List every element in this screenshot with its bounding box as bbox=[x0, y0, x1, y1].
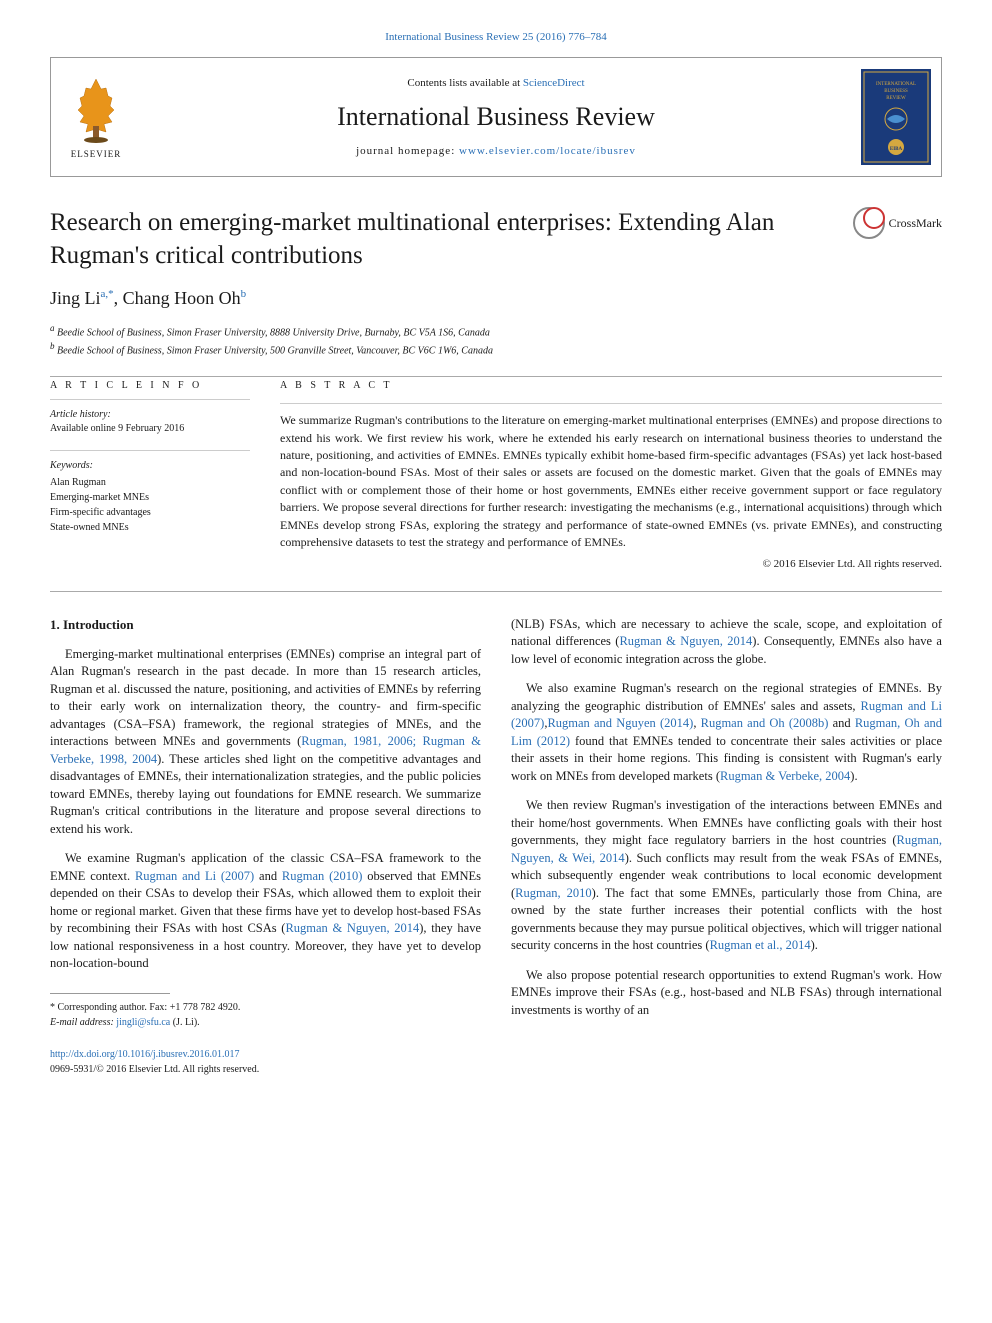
svg-text:INTERNATIONAL: INTERNATIONAL bbox=[876, 82, 916, 87]
citation[interactable]: Rugman and Li (2007) bbox=[135, 869, 254, 883]
article-info-label: A R T I C L E I N F O bbox=[50, 379, 250, 393]
history-label: Article history: bbox=[50, 408, 250, 422]
author-1-affil: a,* bbox=[101, 288, 114, 300]
journal-citation: International Business Review 25 (2016) … bbox=[50, 30, 942, 45]
svg-text:REVIEW: REVIEW bbox=[886, 96, 906, 101]
keywords-list: Alan Rugman Emerging-market MNEs Firm-sp… bbox=[50, 475, 250, 535]
paragraph: Emerging-market multinational enterprise… bbox=[50, 646, 481, 839]
body-columns: 1. Introduction Emerging-market multinat… bbox=[50, 616, 942, 1032]
homepage-prefix: journal homepage: bbox=[356, 145, 459, 157]
sciencedirect-link[interactable]: ScienceDirect bbox=[523, 77, 585, 89]
contents-line: Contents lists available at ScienceDirec… bbox=[407, 76, 584, 91]
corresponding-suffix: (J. Li). bbox=[170, 1017, 199, 1028]
issn-copyright: 0969-5931/© 2016 Elsevier Ltd. All right… bbox=[50, 1062, 942, 1077]
corresponding-fax: * Corresponding author. Fax: +1 778 782 … bbox=[50, 1000, 481, 1015]
crossmark-icon bbox=[853, 207, 885, 239]
paragraph: (NLB) FSAs, which are necessary to achie… bbox=[511, 616, 942, 669]
corresponding-author: * Corresponding author. Fax: +1 778 782 … bbox=[50, 1000, 481, 1030]
section-heading-1: 1. Introduction bbox=[50, 616, 481, 634]
crossmark-badge[interactable]: CrossMark bbox=[853, 207, 942, 239]
author-2: Chang Hoon Oh bbox=[123, 288, 241, 308]
doi-block: http://dx.doi.org/10.1016/j.ibusrev.2016… bbox=[50, 1047, 942, 1077]
abstract-text: We summarize Rugman's contributions to t… bbox=[280, 412, 942, 551]
keyword: Alan Rugman bbox=[50, 475, 250, 490]
homepage-link[interactable]: www.elsevier.com/locate/ibusrev bbox=[459, 145, 636, 157]
citation[interactable]: Rugman et al., 2014 bbox=[710, 938, 811, 952]
article-title: Research on emerging-market multinationa… bbox=[50, 207, 833, 272]
affiliations: a Beedie School of Business, Simon Frase… bbox=[50, 322, 942, 359]
author-1: Jing Li bbox=[50, 288, 101, 308]
paragraph: We also propose potential research oppor… bbox=[511, 967, 942, 1020]
authors: Jing Lia,*, Chang Hoon Ohb bbox=[50, 286, 942, 311]
citation[interactable]: Rugman & Nguyen, 2014 bbox=[285, 921, 419, 935]
svg-text:EIBA: EIBA bbox=[890, 147, 903, 152]
copyright: © 2016 Elsevier Ltd. All rights reserved… bbox=[280, 557, 942, 572]
author-2-affil: b bbox=[241, 288, 247, 300]
abstract-label: A B S T R A C T bbox=[280, 379, 942, 393]
keyword: State-owned MNEs bbox=[50, 520, 250, 535]
affiliation-a: Beedie School of Business, Simon Fraser … bbox=[57, 327, 490, 338]
column-left: 1. Introduction Emerging-market multinat… bbox=[50, 616, 481, 1032]
affiliation-b: Beedie School of Business, Simon Fraser … bbox=[57, 345, 493, 356]
email-label: E-mail address: bbox=[50, 1017, 116, 1028]
journal-homepage: journal homepage: www.elsevier.com/locat… bbox=[356, 144, 636, 159]
keyword: Emerging-market MNEs bbox=[50, 490, 250, 505]
citation[interactable]: Rugman (2010) bbox=[282, 869, 363, 883]
citation[interactable]: Rugman and Oh (2008b) bbox=[701, 716, 829, 730]
citation[interactable]: Rugman & Nguyen, 2014 bbox=[619, 634, 752, 648]
paragraph: We also examine Rugman's research on the… bbox=[511, 680, 942, 785]
elsevier-label: ELSEVIER bbox=[71, 148, 122, 161]
corresponding-email[interactable]: jingli@sfu.ca bbox=[116, 1017, 170, 1028]
citation[interactable]: Rugman, 2010 bbox=[515, 886, 592, 900]
svg-text:BUSINESS: BUSINESS bbox=[884, 89, 908, 94]
journal-header: ELSEVIER Contents lists available at Sci… bbox=[50, 57, 942, 177]
journal-cover-badge: INTERNATIONAL BUSINESS REVIEW EIBA bbox=[851, 58, 941, 176]
paragraph: We then review Rugman's investigation of… bbox=[511, 797, 942, 955]
citation[interactable]: Rugman & Verbeke, 2004 bbox=[720, 769, 850, 783]
keywords-label: Keywords: bbox=[50, 459, 250, 473]
elsevier-logo: ELSEVIER bbox=[51, 58, 141, 176]
doi-link[interactable]: http://dx.doi.org/10.1016/j.ibusrev.2016… bbox=[50, 1047, 942, 1062]
abstract: A B S T R A C T We summarize Rugman's co… bbox=[280, 379, 942, 573]
contents-prefix: Contents lists available at bbox=[407, 77, 522, 89]
paragraph: We examine Rugman's application of the c… bbox=[50, 850, 481, 973]
elsevier-tree-icon bbox=[66, 74, 126, 144]
history-date: Available online 9 February 2016 bbox=[50, 422, 250, 436]
crossmark-label: CrossMark bbox=[889, 215, 942, 232]
article-info: A R T I C L E I N F O Article history: A… bbox=[50, 379, 250, 573]
citation[interactable]: Rugman and Nguyen (2014) bbox=[547, 716, 693, 730]
journal-name: International Business Review bbox=[337, 99, 655, 135]
keyword: Firm-specific advantages bbox=[50, 505, 250, 520]
column-right: (NLB) FSAs, which are necessary to achie… bbox=[511, 616, 942, 1032]
